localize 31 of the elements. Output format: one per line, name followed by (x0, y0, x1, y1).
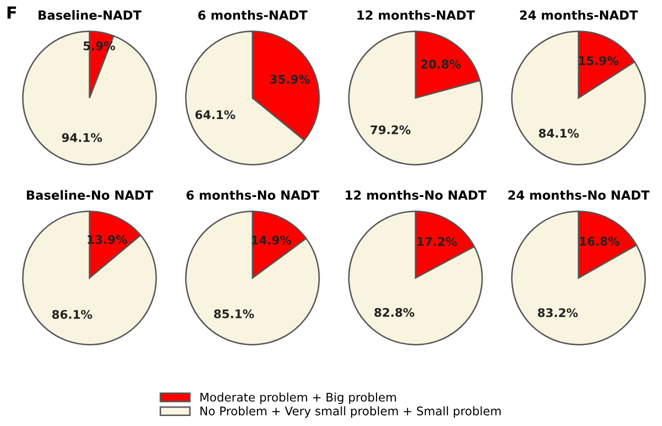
data-label: 79.2% (370, 125, 410, 134)
chart-title: Baseline-No NADT (26, 190, 154, 200)
data-label: 17.2% (418, 237, 457, 246)
chart-title: 6 months-NADT (198, 10, 308, 20)
data-label: 82.8% (374, 308, 414, 317)
pie-slice (511, 30, 646, 166)
data-label: 64.1% (195, 110, 236, 120)
pie-slice (22, 30, 157, 166)
chart-title: 12 months-No NADT (346, 190, 487, 200)
pie-slice (511, 210, 646, 346)
chart-title: 6 months-No NADT (186, 190, 320, 200)
legend-label: Moderate problem + Big problem (200, 392, 396, 404)
chart-title: Baseline-NADT (38, 10, 142, 20)
data-label: 20.8% (421, 60, 461, 69)
chart-title: 24 months-No NADT (508, 190, 650, 200)
pie-slice (348, 30, 483, 166)
data-label: 15.9% (579, 56, 618, 66)
legend-label: No Problem + Very small problem + Small problem (200, 406, 501, 418)
data-label: 16.8% (580, 236, 620, 246)
chart-title: 24 months-NADT (520, 10, 638, 20)
data-label: 83.2% (538, 308, 578, 318)
chart-title: 12 months-NADT (358, 10, 475, 20)
pie-slice (185, 210, 320, 346)
data-label: 85.1% (214, 309, 254, 318)
data-label: 86.1% (52, 310, 92, 319)
text: F (8, 6, 16, 19)
data-label: 94.1% (62, 133, 102, 142)
data-label: 35.9% (270, 74, 310, 84)
pie-slice (348, 210, 483, 346)
pie-slice (22, 210, 157, 346)
data-label: 84.1% (538, 128, 579, 138)
